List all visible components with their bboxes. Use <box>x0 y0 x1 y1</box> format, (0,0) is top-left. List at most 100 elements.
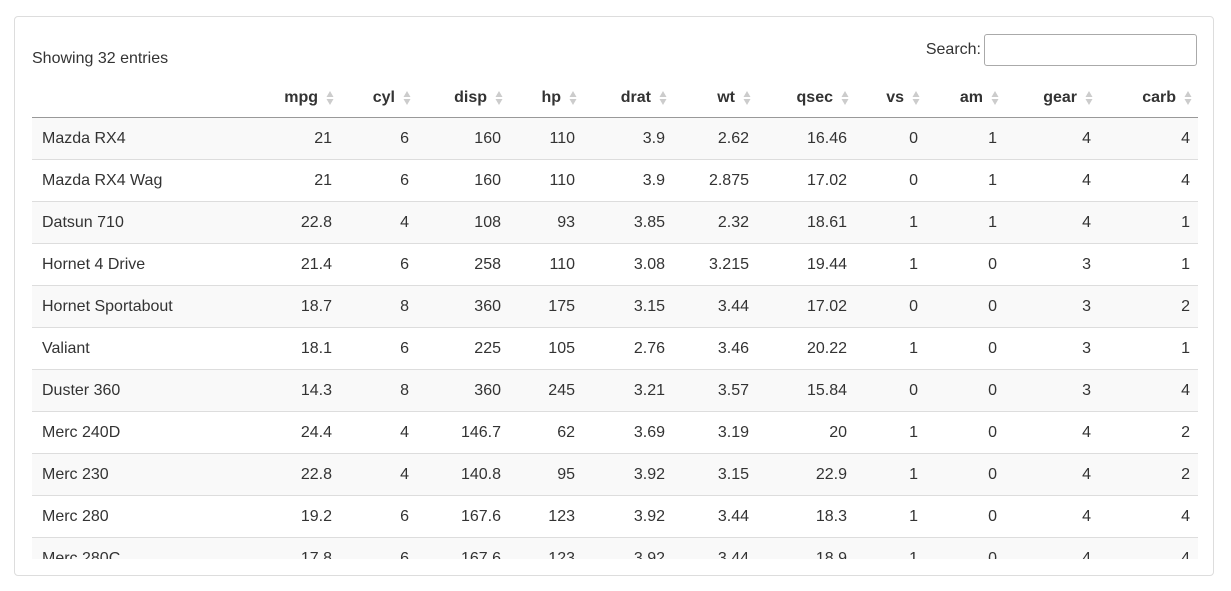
column-title: wt <box>717 89 735 106</box>
cell: 4 <box>1005 411 1099 454</box>
column-header[interactable]: carb <box>1099 79 1198 118</box>
cell: 110 <box>509 118 583 160</box>
table-row: Valiant 18.1 6 225 105 2.76 3.46 20.22 1 0 3 1 <box>32 327 1198 370</box>
cell: 17.8 <box>240 537 340 559</box>
column-header[interactable]: qsec <box>757 79 855 118</box>
column-header[interactable]: wt <box>673 79 757 118</box>
table-row: Mazda RX4 21 6 160 110 3.9 2.62 16.46 0 1 4 4 <box>32 118 1198 160</box>
cell: 167.6 <box>417 495 509 538</box>
cell: 3.92 <box>583 495 673 538</box>
row-name: Hornet 4 Drive <box>32 243 240 286</box>
cell: 110 <box>509 159 583 202</box>
cell: 175 <box>509 285 583 328</box>
row-name: Merc 240D <box>32 411 240 454</box>
cell: 258 <box>417 243 509 286</box>
cell: 6 <box>340 495 417 538</box>
cell: 3.19 <box>673 411 757 454</box>
cell: 19.44 <box>757 243 855 286</box>
cell: 2.32 <box>673 201 757 244</box>
cell: 24.4 <box>240 411 340 454</box>
table-scroll-body: Mazda RX4 21 6 160 110 3.9 2.62 16.46 0 1 4 4 Mazda … <box>32 118 1198 559</box>
cell: 3.92 <box>583 537 673 559</box>
cell: 6 <box>340 327 417 370</box>
column-header[interactable]: hp <box>509 79 583 118</box>
cell: 245 <box>509 369 583 412</box>
cell: 3.15 <box>673 453 757 496</box>
cell: 1 <box>926 118 1005 160</box>
cell: 3.44 <box>673 537 757 559</box>
cell: 360 <box>417 369 509 412</box>
sort-icon <box>743 91 751 105</box>
column-title: hp <box>541 89 561 106</box>
cell: 6 <box>340 243 417 286</box>
cell: 17.02 <box>757 159 855 202</box>
cell: 4 <box>340 201 417 244</box>
search-input[interactable] <box>984 34 1197 66</box>
row-name: Mazda RX4 Wag <box>32 159 240 202</box>
column-header[interactable]: gear <box>1005 79 1099 118</box>
cell: 3.9 <box>583 159 673 202</box>
column-title: gear <box>1043 89 1077 106</box>
column-header[interactable]: vs <box>855 79 926 118</box>
cell: 3.46 <box>673 327 757 370</box>
cell: 0 <box>855 285 926 328</box>
sort-icon <box>495 91 503 105</box>
table-row: Merc 230 22.8 4 140.8 95 3.92 3.15 22.9 1 0 4 2 <box>32 453 1198 496</box>
cell: 4 <box>340 453 417 496</box>
cell: 3 <box>1005 243 1099 286</box>
column-header[interactable]: disp <box>417 79 509 118</box>
column-header[interactable]: mpg <box>240 79 340 118</box>
cell: 6 <box>340 118 417 160</box>
cell: 3.57 <box>673 369 757 412</box>
cell: 1 <box>855 411 926 454</box>
column-header[interactable]: drat <box>583 79 673 118</box>
row-name: Duster 360 <box>32 369 240 412</box>
row-name: Valiant <box>32 327 240 370</box>
table-row: Duster 360 14.3 8 360 245 3.21 3.57 15.84 0 0 3 4 <box>32 369 1198 412</box>
cell: 18.61 <box>757 201 855 244</box>
table-row: Merc 280 19.2 6 167.6 123 3.92 3.44 18.3 1 0 4 4 <box>32 495 1198 538</box>
column-title: am <box>959 89 983 106</box>
cell: 3.69 <box>583 411 673 454</box>
cell: 0 <box>926 243 1005 286</box>
sort-icon <box>659 91 667 105</box>
cell: 0 <box>855 118 926 160</box>
cell: 93 <box>509 201 583 244</box>
cell: 18.9 <box>757 537 855 559</box>
row-name: Merc 280 <box>32 495 240 538</box>
column-header[interactable]: cyl <box>340 79 417 118</box>
column-title: vs <box>886 89 904 106</box>
datatable-container: Showing 32 entries Search: mpg cyl disp hp d… <box>14 16 1214 576</box>
sort-icon <box>1184 91 1192 105</box>
sort-icon <box>841 91 849 105</box>
cell: 1 <box>1099 243 1198 286</box>
cell: 4 <box>1005 118 1099 160</box>
cell: 3.215 <box>673 243 757 286</box>
cell: 19.2 <box>240 495 340 538</box>
cell: 1 <box>926 201 1005 244</box>
search-box: Search: <box>926 34 1197 66</box>
cell: 3.15 <box>583 285 673 328</box>
cell: 1 <box>855 201 926 244</box>
cell: 18.1 <box>240 327 340 370</box>
cell: 1 <box>1099 327 1198 370</box>
column-header[interactable]: am <box>926 79 1005 118</box>
cell: 1 <box>855 495 926 538</box>
table-row: Mazda RX4 Wag 21 6 160 110 3.9 2.875 17.02 0 1 4 4 <box>32 159 1198 202</box>
info-text: Showing 32 entries <box>32 50 169 67</box>
sort-icon <box>912 91 920 105</box>
cell: 2 <box>1099 285 1198 328</box>
cell: 16.46 <box>757 118 855 160</box>
cell: 62 <box>509 411 583 454</box>
header-row: mpg cyl disp hp drat wt qsec vs am gear carb <box>32 79 1198 118</box>
table-body: Mazda RX4 21 6 160 110 3.9 2.62 16.46 0 1 4 4 Mazda … <box>32 118 1198 559</box>
table-header: mpg cyl disp hp drat wt qsec vs am gear carb <box>32 79 1198 118</box>
cell: 20.22 <box>757 327 855 370</box>
row-name: Datsun 710 <box>32 201 240 244</box>
sort-icon <box>403 91 411 105</box>
row-name: Merc 280C <box>32 537 240 559</box>
cell: 0 <box>855 369 926 412</box>
cell: 4 <box>1099 118 1198 160</box>
cell: 1 <box>855 537 926 559</box>
